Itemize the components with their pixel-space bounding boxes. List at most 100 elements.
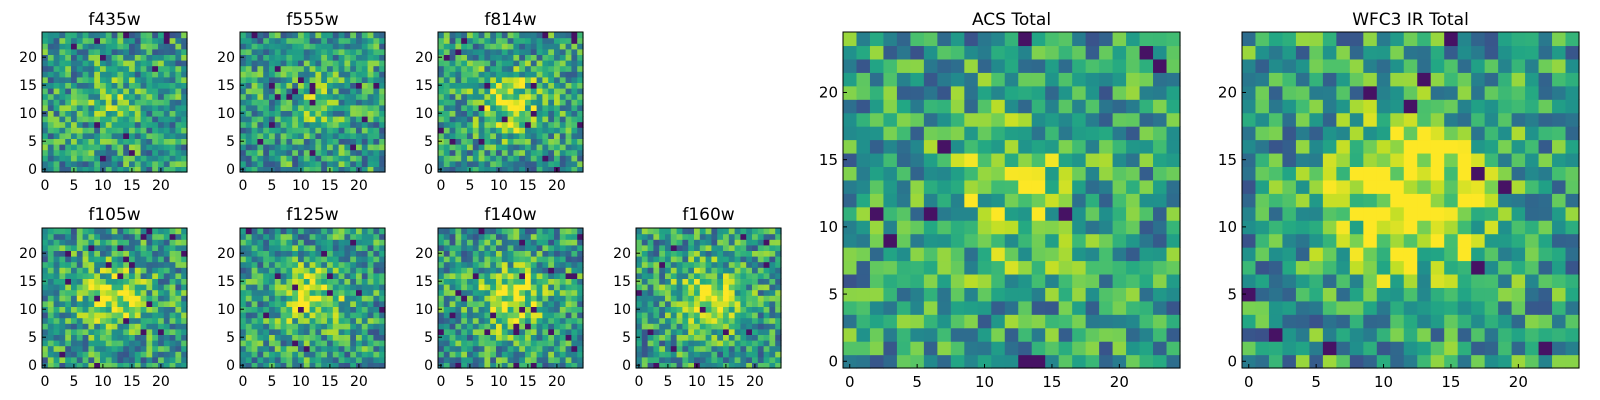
- heatmap-cell: [1099, 341, 1114, 356]
- heatmap-cell: [123, 239, 130, 246]
- heatmap-cell: [82, 82, 89, 89]
- heatmap-cell: [472, 233, 480, 240]
- heatmap-cell: [769, 300, 776, 307]
- heatmap-cell: [71, 239, 78, 246]
- heatmap-cell: [146, 317, 153, 324]
- heatmap-cell: [71, 334, 78, 341]
- heatmap-cell: [467, 306, 474, 313]
- heatmap-cell: [554, 99, 561, 106]
- heatmap-cell: [490, 278, 497, 285]
- heatmap-cell: [257, 65, 264, 72]
- heatmap-cell: [519, 244, 526, 251]
- heatmap-cell: [519, 356, 526, 363]
- heatmap-cell: [734, 334, 741, 341]
- heatmap-cell: [711, 250, 718, 257]
- heatmap-cell: [280, 160, 287, 167]
- heatmap-cell: [315, 323, 322, 330]
- heatmap-cell: [111, 289, 118, 296]
- heatmap-cell: [496, 65, 503, 72]
- heatmap-cell: [47, 32, 55, 39]
- heatmap-cell: [367, 132, 374, 139]
- heatmap-cell: [443, 144, 451, 151]
- heatmap-cell: [379, 328, 386, 335]
- heatmap-cell: [59, 71, 66, 78]
- heatmap-cell: [76, 104, 84, 111]
- heatmap-cell: [356, 312, 363, 319]
- heatmap-cell: [536, 104, 543, 111]
- heatmap-cell: [525, 300, 532, 307]
- heatmap-cell: [263, 144, 270, 151]
- heatmap-cell: [158, 144, 165, 151]
- heatmap-cell: [467, 48, 474, 55]
- heatmap-cell: [105, 250, 113, 257]
- heatmap-cell: [344, 239, 351, 246]
- heatmap-cell: [438, 233, 445, 240]
- heatmap-cell: [571, 127, 578, 134]
- heatmap-cell: [507, 110, 514, 117]
- heatmap-cell: [478, 166, 485, 173]
- heatmap-cell: [163, 144, 171, 151]
- heatmap-cell: [361, 328, 369, 335]
- heatmap-cell: [536, 48, 543, 55]
- heatmap-cell: [94, 239, 101, 246]
- heatmap-cell: [478, 278, 485, 285]
- heatmap-cell: [869, 260, 885, 275]
- heatmap-cell: [682, 323, 689, 330]
- heatmap-cell: [350, 99, 357, 106]
- heatmap-cell: [1153, 206, 1168, 221]
- heatmap-cell: [105, 149, 113, 156]
- heatmap-cell: [140, 267, 147, 274]
- heatmap-cell: [47, 48, 55, 55]
- heatmap-cell: [356, 267, 363, 274]
- heatmap-cell: [559, 71, 567, 78]
- heatmap-cell: [53, 362, 60, 369]
- heatmap-cell: [536, 334, 543, 341]
- heatmap-cell: [105, 267, 113, 274]
- heatmap-cell: [379, 149, 386, 156]
- heatmap-cell: [53, 239, 60, 246]
- heatmap-cell: [443, 256, 451, 263]
- heatmap-cell: [991, 233, 1006, 248]
- heatmap-cell: [653, 267, 660, 274]
- heatmap-cell: [47, 345, 55, 352]
- heatmap-cell: [472, 228, 480, 235]
- heatmap-cell: [269, 317, 276, 324]
- heatmap-cell: [315, 54, 322, 61]
- heatmap-cell: [163, 306, 171, 313]
- heatmap-cell: [653, 250, 660, 257]
- heatmap-cell: [303, 82, 311, 89]
- heatmap-cell: [152, 323, 159, 330]
- heatmap-cell: [1112, 193, 1127, 208]
- heatmap-cell: [240, 317, 247, 324]
- heatmap-cell: [76, 32, 84, 39]
- heatmap-cell: [1166, 341, 1181, 356]
- heatmap-cell: [665, 244, 672, 251]
- heatmap-cell: [723, 340, 730, 347]
- heatmap-cell: [140, 323, 147, 330]
- heatmap-cell: [682, 233, 689, 240]
- heatmap-cell: [367, 138, 374, 145]
- heatmap-cell: [286, 99, 293, 106]
- heatmap-cell: [269, 144, 276, 151]
- heatmap-cell: [711, 340, 718, 347]
- heatmap-cell: [47, 267, 55, 274]
- heatmap-cell: [152, 127, 159, 134]
- heatmap-cell: [542, 340, 549, 347]
- heatmap-cell: [472, 278, 480, 285]
- heatmap-cell: [577, 149, 584, 156]
- heatmap-cell: [373, 121, 380, 128]
- heatmap-cell: [356, 155, 363, 162]
- heatmap-cell: [292, 340, 299, 347]
- heatmap-cell: [519, 250, 526, 257]
- heatmap-cell: [554, 272, 561, 279]
- heatmap-cell: [565, 351, 572, 358]
- heatmap-cell: [280, 116, 287, 123]
- heatmap-cell: [47, 127, 55, 134]
- heatmap-cell: [82, 317, 89, 324]
- heatmap-cell: [636, 233, 643, 240]
- heatmap-cell: [292, 76, 299, 83]
- heatmap-cell: [728, 306, 736, 313]
- heatmap-cell: [478, 99, 485, 106]
- heatmap-cell: [82, 166, 89, 173]
- heatmap-cell: [496, 261, 503, 268]
